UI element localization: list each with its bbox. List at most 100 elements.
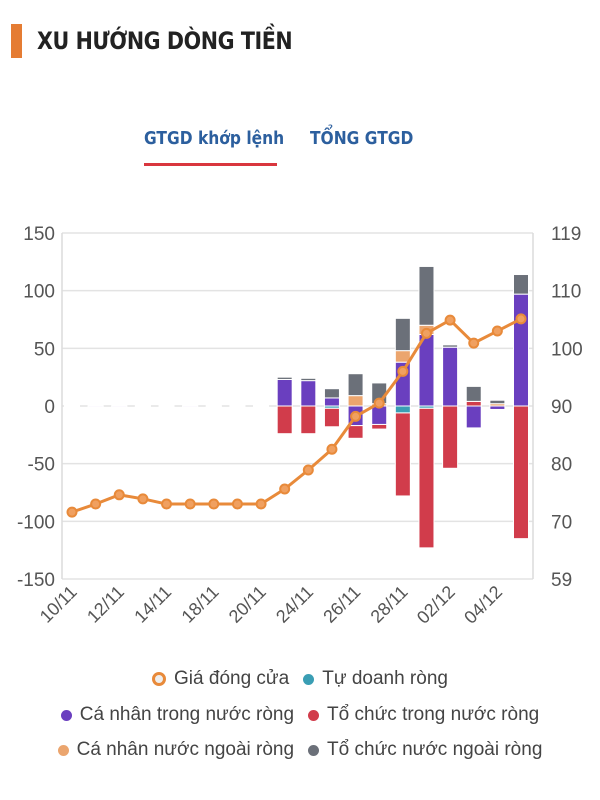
y-left-tick-label: 0 bbox=[44, 397, 55, 418]
bar-segment[interactable] bbox=[394, 412, 411, 497]
legend-row-2: Cá nhân trong nước ròng Tổ chức trong nư… bbox=[0, 704, 600, 726]
y-right-tick-label: 70 bbox=[551, 512, 572, 533]
section-header: XU HƯỚNG DÒNG TIỀN bbox=[11, 24, 334, 58]
bar-segment[interactable] bbox=[276, 405, 293, 435]
tab-gtgd-khop-lenh[interactable]: GTGD khớp lệnh bbox=[144, 128, 285, 149]
bar-segment[interactable] bbox=[300, 405, 317, 435]
y-left-tick-label: 150 bbox=[23, 224, 55, 245]
price-point[interactable] bbox=[255, 498, 267, 510]
bar-segment[interactable] bbox=[418, 265, 435, 326]
y-axis-right-labels: 119 110 100 90 80 70 59 bbox=[551, 224, 583, 591]
bar-segment[interactable] bbox=[465, 385, 482, 402]
bar-segment[interactable] bbox=[158, 404, 175, 407]
legend-dot-icon bbox=[57, 744, 69, 756]
legend-row-1: Giá đóng cửa Tự doanh ròng bbox=[0, 668, 600, 690]
bar-segment[interactable] bbox=[513, 293, 529, 407]
bar-segment[interactable] bbox=[489, 399, 506, 405]
price-point[interactable] bbox=[66, 506, 78, 518]
price-point[interactable] bbox=[90, 498, 102, 510]
x-tick-label: 02/12 bbox=[413, 582, 459, 628]
price-point[interactable] bbox=[231, 498, 243, 510]
legend-label: Cá nhân trong nước ròng bbox=[79, 704, 295, 725]
legend-item-proprietary[interactable]: Tự doanh ròng bbox=[303, 668, 448, 690]
bar-series bbox=[64, 265, 529, 549]
price-point[interactable] bbox=[468, 337, 480, 349]
bar-segment[interactable] bbox=[300, 380, 317, 407]
tab-bar: GTGD khớp lệnh TỔNG GTGD bbox=[0, 128, 600, 168]
legend-item-foreign-institution[interactable]: Tổ chức nước ngoài ròng bbox=[308, 739, 542, 761]
bar-segment[interactable] bbox=[134, 405, 151, 408]
bar-segment[interactable] bbox=[465, 405, 482, 429]
legend-item-domestic-institution[interactable]: Tổ chức trong nước ròng bbox=[308, 704, 539, 726]
y-axis-left-labels: 150 100 50 0 -50 -100 -150 bbox=[17, 224, 55, 591]
price-point[interactable] bbox=[161, 498, 173, 510]
x-tick-label: 04/12 bbox=[460, 582, 506, 628]
price-point[interactable] bbox=[113, 489, 125, 501]
bar-segment[interactable] bbox=[205, 405, 222, 408]
bar-segment[interactable] bbox=[253, 405, 270, 408]
legend-label: Tổ chức trong nước ròng bbox=[327, 704, 540, 725]
bar-segment[interactable] bbox=[229, 404, 246, 407]
bar-segment[interactable] bbox=[323, 397, 340, 407]
y-right-tick-label: 100 bbox=[551, 339, 583, 360]
bar-segment[interactable] bbox=[347, 425, 364, 439]
price-point[interactable] bbox=[397, 365, 409, 377]
x-tick-label: 12/11 bbox=[83, 582, 128, 627]
bar-segment[interactable] bbox=[394, 317, 411, 352]
money-flow-chart: 150 100 50 0 -50 -100 -150 119 110 100 90 80 70 59 1… bbox=[17, 224, 583, 628]
bar-segment[interactable] bbox=[513, 405, 529, 540]
price-point[interactable] bbox=[279, 483, 291, 495]
bar-segment[interactable] bbox=[323, 388, 340, 399]
legend-row-3: Cá nhân nước ngoài ròng Tổ chức nước ngo… bbox=[0, 739, 600, 761]
y-left-tick-label: 50 bbox=[34, 339, 55, 360]
bar-segment[interactable] bbox=[442, 405, 459, 469]
price-point[interactable] bbox=[302, 464, 314, 476]
bar-segment[interactable] bbox=[111, 404, 128, 407]
y-right-tick-label: 90 bbox=[551, 397, 572, 418]
bar-segment[interactable] bbox=[489, 405, 506, 410]
legend-item-foreign-individual[interactable]: Cá nhân nước ngoài ròng bbox=[57, 739, 294, 761]
legend-dot-icon bbox=[60, 709, 72, 721]
bar-segment[interactable] bbox=[276, 378, 293, 407]
bar-segment[interactable] bbox=[513, 274, 529, 295]
price-point[interactable] bbox=[420, 327, 432, 339]
legend-dot-icon bbox=[303, 673, 315, 685]
price-line-series bbox=[66, 313, 527, 518]
bar-segment[interactable] bbox=[276, 376, 293, 380]
price-point[interactable] bbox=[326, 443, 338, 455]
bar-segment[interactable] bbox=[418, 333, 435, 407]
price-point[interactable] bbox=[208, 498, 220, 510]
price-point[interactable] bbox=[491, 325, 503, 337]
bar-segment[interactable] bbox=[418, 407, 435, 549]
bar-segment[interactable] bbox=[87, 404, 104, 407]
bar-segment[interactable] bbox=[300, 377, 317, 382]
active-tab-indicator bbox=[144, 163, 277, 166]
legend-item-closing-price[interactable]: Giá đóng cửa bbox=[152, 668, 289, 690]
x-tick-label: 14/11 bbox=[130, 582, 175, 627]
y-left-tick-label: 100 bbox=[23, 282, 55, 303]
price-point[interactable] bbox=[373, 397, 385, 409]
bar-segment[interactable] bbox=[347, 373, 364, 397]
bar-segment[interactable] bbox=[371, 405, 388, 425]
price-point[interactable] bbox=[137, 493, 149, 505]
bar-segment[interactable] bbox=[394, 405, 411, 414]
x-tick-label: 18/11 bbox=[178, 582, 223, 627]
price-point[interactable] bbox=[184, 498, 196, 510]
bar-segment[interactable] bbox=[442, 344, 459, 348]
price-point[interactable] bbox=[444, 314, 456, 326]
bar-segment[interactable] bbox=[442, 346, 459, 407]
bar-segment[interactable] bbox=[64, 405, 80, 408]
bar-segment[interactable] bbox=[371, 423, 388, 430]
legend-ring-icon bbox=[152, 672, 167, 686]
bar-segment[interactable] bbox=[182, 404, 199, 407]
legend-item-domestic-individual[interactable]: Cá nhân trong nước ròng bbox=[60, 704, 295, 726]
x-tick-label: 20/11 bbox=[225, 582, 270, 627]
price-point[interactable] bbox=[515, 313, 527, 325]
bar-segment[interactable] bbox=[465, 400, 482, 407]
bar-segment[interactable] bbox=[323, 407, 340, 428]
tab-tong-gtgd[interactable]: TỔNG GTGD bbox=[310, 128, 414, 149]
bar-segment[interactable] bbox=[347, 395, 364, 407]
grid-lines bbox=[62, 232, 533, 580]
y-left-tick-label: -100 bbox=[17, 512, 55, 533]
price-point[interactable] bbox=[350, 410, 362, 422]
